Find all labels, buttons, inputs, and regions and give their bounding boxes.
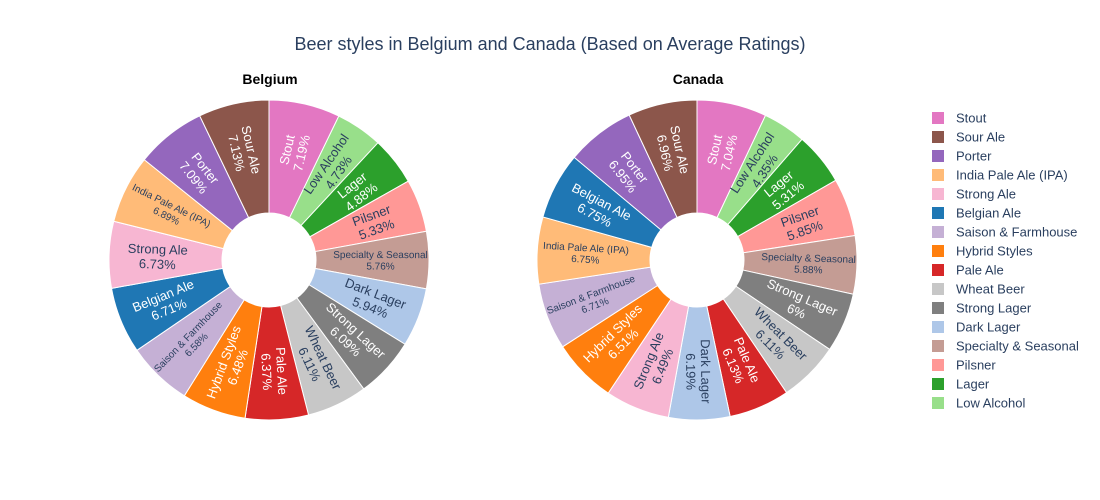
slice-label-canada-dark-lager: Dark Lager6.19% — [683, 339, 714, 404]
slice-label-belgium-pale-ale: Pale Ale6.37% — [258, 347, 290, 396]
legend-item-india-pale-ale-ipa[interactable]: India Pale Ale (IPA) — [932, 168, 1068, 183]
chart-title: Beer styles in Belgium and Canada (Based… — [295, 34, 806, 54]
pie-belgium: Stout7.19%Low Alcohol4.73%Lager4.88%Pils… — [108, 99, 430, 421]
legend-item-stout[interactable]: Stout — [932, 111, 987, 126]
legend-swatch-low-alcohol — [932, 397, 944, 409]
legend-swatch-saison-and-farmhouse — [932, 226, 944, 238]
legend-label-belgian-ale: Belgian Ale — [956, 206, 1021, 221]
legend-item-pilsner[interactable]: Pilsner — [932, 358, 996, 373]
slice-belgium-sour-ale[interactable] — [199, 99, 270, 219]
legend-swatch-wheat-beer — [932, 283, 944, 295]
legend-label-pale-ale: Pale Ale — [956, 263, 1004, 278]
legend-label-lager: Lager — [956, 377, 990, 392]
pie-canada: Stout7.04%Low Alcohol4.35%Lager5.31%Pils… — [536, 99, 858, 421]
legend-swatch-sour-ale — [932, 131, 944, 143]
legend-swatch-hybrid-styles — [932, 245, 944, 257]
legend-item-belgian-ale[interactable]: Belgian Ale — [932, 206, 1021, 221]
legend-item-saison-and-farmhouse[interactable]: Saison & Farmhouse — [932, 225, 1077, 240]
legend-swatch-pale-ale — [932, 264, 944, 276]
legend-label-sour-ale: Sour Ale — [956, 130, 1005, 145]
legend-swatch-belgian-ale — [932, 207, 944, 219]
slice-canada-sour-ale[interactable] — [628, 99, 698, 219]
slice-label-canada-specialty-and-seasonal: Specialty & Seasonal5.88% — [761, 252, 856, 277]
legend-item-porter[interactable]: Porter — [932, 149, 992, 164]
legend-item-specialty-and-seasonal[interactable]: Specialty & Seasonal — [932, 339, 1079, 354]
legend-swatch-lager — [932, 378, 944, 390]
legend-item-dark-lager[interactable]: Dark Lager — [932, 320, 1021, 335]
legend-item-low-alcohol[interactable]: Low Alcohol — [932, 396, 1025, 411]
legend-swatch-specialty-and-seasonal — [932, 340, 944, 352]
legend-swatch-strong-lager — [932, 302, 944, 314]
legend-item-lager[interactable]: Lager — [932, 377, 990, 392]
legend-swatch-strong-ale — [932, 188, 944, 200]
legend-label-dark-lager: Dark Lager — [956, 320, 1021, 335]
slice-label-belgium-strong-ale: Strong Ale6.73% — [127, 241, 188, 273]
legend-swatch-porter — [932, 150, 944, 162]
legend-label-low-alcohol: Low Alcohol — [956, 396, 1025, 411]
legend-label-strong-ale: Strong Ale — [956, 187, 1016, 202]
legend-label-pilsner: Pilsner — [956, 358, 996, 373]
legend-label-porter: Porter — [956, 149, 992, 164]
legend-item-hybrid-styles[interactable]: Hybrid Styles — [932, 244, 1033, 259]
pies-group: Stout7.19%Low Alcohol4.73%Lager4.88%Pils… — [108, 99, 858, 421]
legend-item-sour-ale[interactable]: Sour Ale — [932, 130, 1005, 145]
legend-label-wheat-beer: Wheat Beer — [956, 282, 1025, 297]
slice-label-canada-india-pale-ale-ipa: India Pale Ale (IPA)6.75% — [542, 241, 629, 269]
legend-label-india-pale-ale-ipa: India Pale Ale (IPA) — [956, 168, 1068, 183]
slice-label-belgium-specialty-and-seasonal: Specialty & Seasonal 5.76% — [333, 250, 428, 273]
legend-swatch-stout — [932, 112, 944, 124]
subplot-title-canada: Canada — [673, 71, 724, 87]
legend-label-strong-lager: Strong Lager — [956, 301, 1032, 316]
legend[interactable]: Stout Sour Ale Porter India Pale Ale (IPA) S… — [932, 111, 1079, 411]
legend-item-strong-lager[interactable]: Strong Lager — [932, 301, 1032, 316]
legend-item-strong-ale[interactable]: Strong Ale — [932, 187, 1016, 202]
legend-swatch-pilsner — [932, 359, 944, 371]
legend-item-wheat-beer[interactable]: Wheat Beer — [932, 282, 1025, 297]
subplot-title-belgium: Belgium — [242, 71, 297, 87]
legend-item-pale-ale[interactable]: Pale Ale — [932, 263, 1004, 278]
legend-label-hybrid-styles: Hybrid Styles — [956, 244, 1033, 259]
legend-label-saison-and-farmhouse: Saison & Farmhouse — [956, 225, 1077, 240]
legend-swatch-india-pale-ale-ipa — [932, 169, 944, 181]
legend-label-stout: Stout — [956, 111, 987, 126]
legend-label-specialty-and-seasonal: Specialty & Seasonal — [956, 339, 1079, 354]
legend-swatch-dark-lager — [932, 321, 944, 333]
